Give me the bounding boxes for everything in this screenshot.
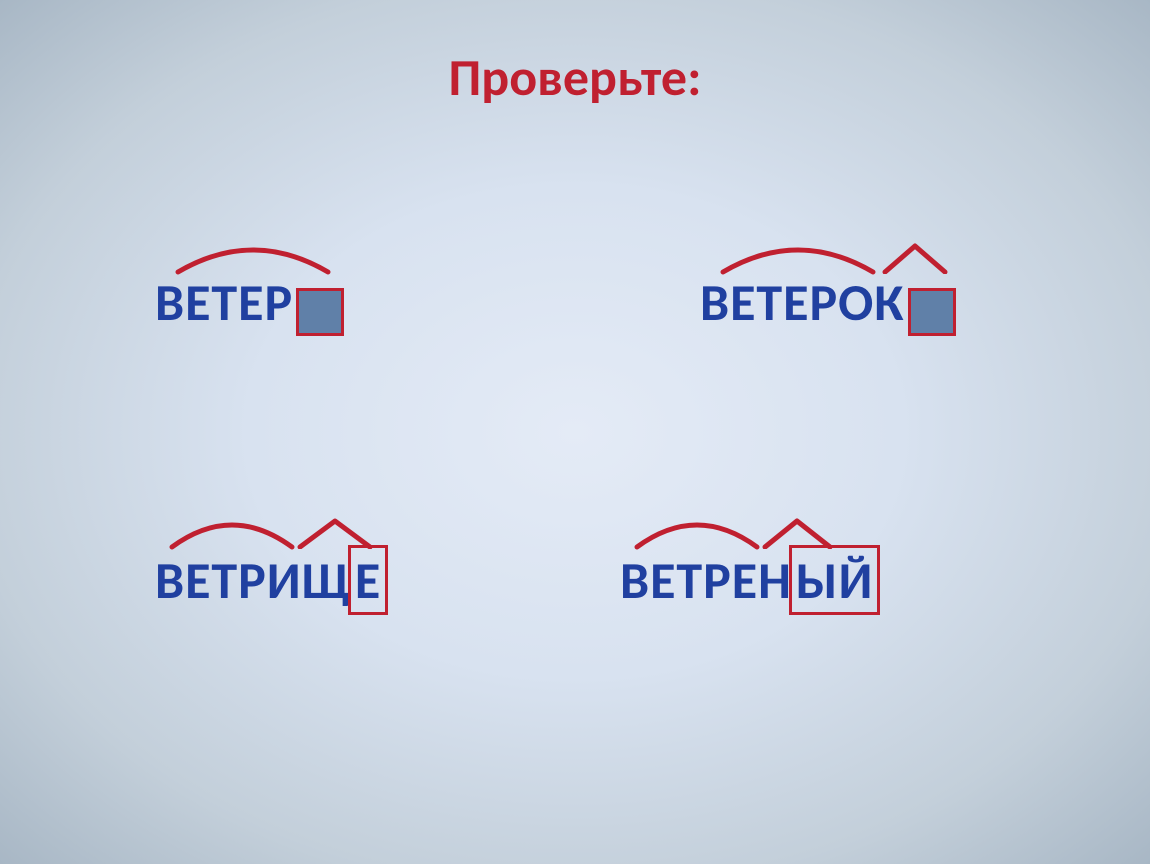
root-arc-icon: [167, 515, 297, 550]
word-root: ВЕТР: [155, 548, 267, 612]
word-group-3: ВЕТРИЩЕ: [155, 545, 388, 615]
word-root: ВЕТЕР: [155, 270, 293, 334]
word-suffix: ЕН: [732, 548, 792, 612]
word-group-4: ВЕТРЕНЫЙ: [620, 545, 880, 615]
ending-box-empty: [296, 288, 344, 336]
root-arc-icon: [632, 515, 762, 550]
ending-box: Е: [348, 545, 388, 615]
word-root: ВЕТР: [620, 548, 732, 612]
slide-background: [0, 0, 1150, 864]
ending-box-empty: [908, 288, 956, 336]
word-suffix: ОК: [838, 270, 904, 334]
word-root: ВЕТЕР: [700, 270, 838, 334]
page-title: Проверьте:: [449, 45, 702, 109]
word-group-1: ВЕТЕР: [155, 270, 344, 340]
word-suffix: ИЩ: [267, 548, 351, 612]
word-group-2: ВЕТЕРОК: [700, 270, 956, 340]
ending-box: ЫЙ: [789, 545, 880, 615]
